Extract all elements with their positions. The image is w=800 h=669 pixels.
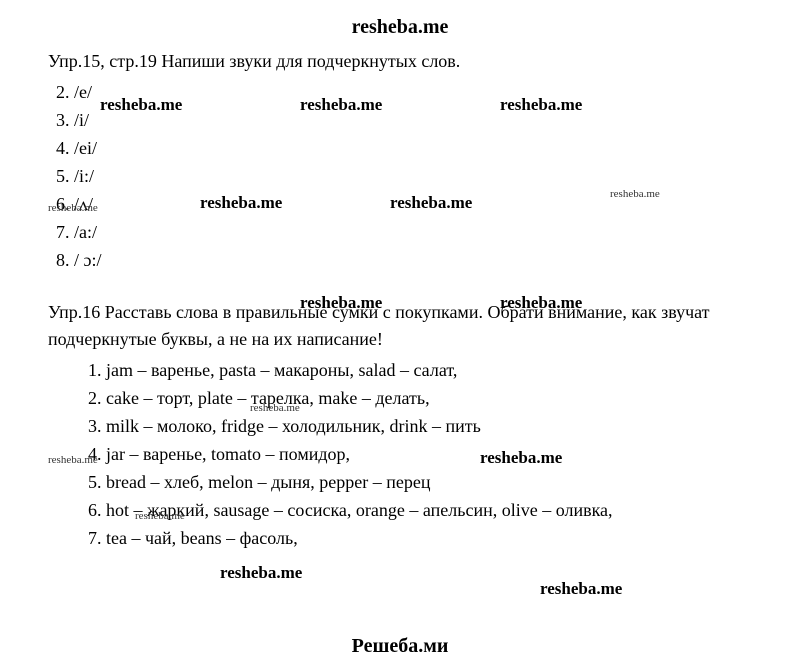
list-item: 2. cake – торт, plate – тарелка, make – …	[88, 385, 752, 412]
watermark-text: resheba.me	[220, 560, 302, 586]
list-item: 6. /ʌ/	[56, 191, 752, 218]
list-item: 6. hot – жаркий, sausage – сосиска, oran…	[88, 497, 752, 524]
list-item: 5. /i:/	[56, 163, 752, 190]
list-item: 1. jam – варенье, pasta – макароны, sala…	[88, 357, 752, 384]
ex16-list: 1. jam – варенье, pasta – макароны, sala…	[80, 357, 752, 552]
list-item: 7. /a:/	[56, 219, 752, 246]
ex15-instruction: Упр.15, стр.19 Напиши звуки для подчеркн…	[48, 48, 752, 75]
ex16-instruction: Упр.16 Расставь слова в правильные сумки…	[48, 299, 752, 353]
list-item: 2. /e/	[56, 79, 752, 106]
list-item: 8. / ɔ:/	[56, 247, 752, 274]
list-item: 3. milk – молоко, fridge – холодильник, …	[88, 413, 752, 440]
page-footer: Решеба.ми	[0, 631, 800, 661]
list-item: 5. bread – хлеб, melon – дыня, pepper – …	[88, 469, 752, 496]
ex15-list: 2. /e/ 3. /i/ 4. /ei/ 5. /i:/ 6. /ʌ/ 7. …	[48, 79, 752, 274]
page-header: resheba.me	[48, 12, 752, 42]
list-item: 3. /i/	[56, 107, 752, 134]
list-item: 7. tea – чай, beans – фасоль,	[88, 525, 752, 552]
list-item: 4. /ei/	[56, 135, 752, 162]
watermark-text: resheba.me	[540, 576, 622, 602]
list-item: 4. jar – варенье, tomato – помидор,	[88, 441, 752, 468]
